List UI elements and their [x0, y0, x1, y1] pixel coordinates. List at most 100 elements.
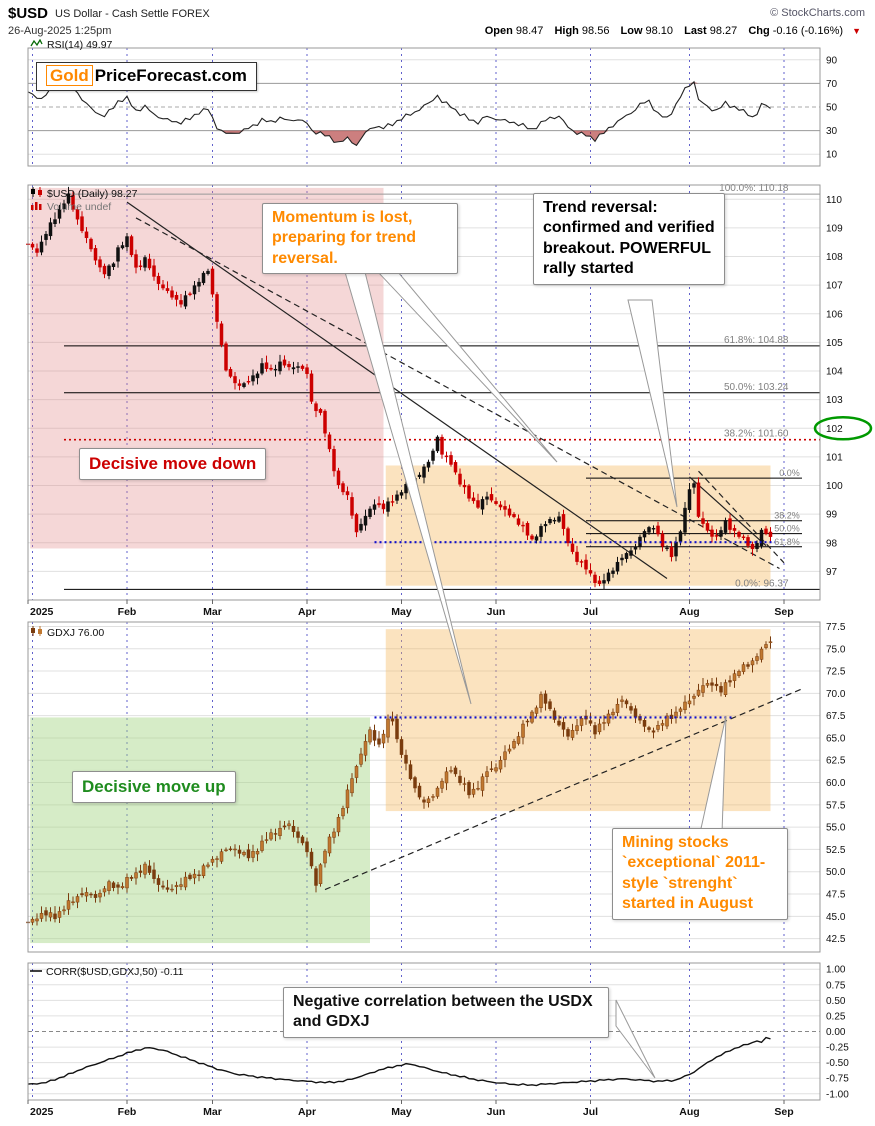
svg-text:Feb: Feb [118, 1106, 137, 1118]
open-label: Open [484, 25, 513, 37]
svg-text:0.50: 0.50 [826, 996, 846, 1007]
svg-text:Jun: Jun [487, 606, 506, 618]
svg-text:67.5: 67.5 [826, 711, 846, 722]
low-label: Low [620, 25, 643, 37]
svg-text:38.2%: 101.60: 38.2%: 101.60 [724, 429, 789, 440]
svg-text:Jul: Jul [583, 1106, 598, 1118]
candlestick-icon [30, 187, 43, 200]
svg-text:2025: 2025 [30, 1106, 54, 1118]
callout-pointers [344, 271, 873, 1079]
mining-stocks-callout: Mining stocks `exceptional` 2011-style `… [612, 828, 788, 920]
svg-text:97: 97 [826, 567, 838, 578]
svg-text:99: 99 [826, 510, 838, 521]
svg-text:42.5: 42.5 [826, 934, 846, 945]
trend-reversal-callout: Trend reversal: confirmed and verified b… [533, 193, 725, 285]
svg-text:105: 105 [826, 338, 843, 349]
copyright-text: © StockCharts.com [770, 7, 865, 19]
svg-text:55.0: 55.0 [826, 823, 846, 834]
ticker-symbol: $USD [8, 5, 49, 22]
svg-text:107: 107 [826, 281, 843, 292]
rsi-indicator-icon [30, 38, 43, 51]
svg-text:-0.25: -0.25 [826, 1043, 849, 1054]
gdxj-legend: GDXJ 76.00 [30, 626, 104, 639]
svg-text:Mar: Mar [203, 606, 222, 618]
volume-bars-icon [30, 201, 43, 213]
svg-text:101: 101 [826, 452, 843, 463]
svg-text:102: 102 [826, 424, 843, 435]
svg-text:-0.50: -0.50 [826, 1058, 849, 1069]
svg-text:57.5: 57.5 [826, 800, 846, 811]
gdxj-legend-text: GDXJ 76.00 [47, 626, 105, 639]
chg-label: Chg [748, 25, 770, 37]
svg-text:61.8%: 104.88: 61.8%: 104.88 [724, 335, 789, 346]
decisive-move-up-label: Decisive move up [72, 771, 236, 803]
svg-text:75.0: 75.0 [826, 644, 846, 655]
quote-line: Open 98.47 High 98.56 Low 98.10 Last 98.27 C… [485, 25, 861, 37]
svg-text:77.5: 77.5 [826, 622, 846, 633]
line-indicator-icon [30, 966, 42, 978]
last-value: 98.27 [709, 25, 738, 37]
svg-text:110: 110 [826, 195, 842, 206]
svg-text:0.0%: 0.0% [779, 468, 800, 478]
svg-text:70.0: 70.0 [826, 689, 846, 700]
negative-correlation-callout: Negative correlation between the USDX an… [283, 987, 609, 1038]
open-value: 98.47 [515, 25, 544, 37]
svg-text:0.75: 0.75 [826, 980, 846, 991]
svg-text:52.5: 52.5 [826, 845, 846, 856]
last-label: Last [684, 25, 707, 37]
svg-text:10: 10 [826, 150, 838, 161]
goldpriceforecast-watermark: Gold PriceForecast.com [36, 62, 257, 91]
dotted-support-lines [374, 541, 775, 719]
svg-text:Mar: Mar [203, 1106, 222, 1118]
usd-legend: $USD (Daily) 98.27 [30, 187, 137, 200]
quote-datetime: 26-Aug-2025 1:25pm [8, 25, 112, 37]
ticker-description: US Dollar - Cash Settle FOREX [55, 8, 210, 20]
watermark-priceforecast-text: PriceForecast.com [94, 66, 247, 85]
gdxj-candlestick-icon [30, 626, 43, 639]
svg-text:100: 100 [826, 481, 843, 492]
svg-text:65.0: 65.0 [826, 733, 846, 744]
rsi-legend-text: RSI(14) 49.97 [47, 39, 113, 51]
svg-text:62.5: 62.5 [826, 756, 846, 767]
chg-value: -0.16 (-0.16%) [772, 25, 844, 37]
gridlines [28, 48, 820, 1100]
svg-text:May: May [391, 1106, 412, 1118]
svg-text:50.0: 50.0 [826, 867, 846, 878]
svg-text:38.2%: 38.2% [774, 511, 800, 521]
svg-text:0.0%: 96.37: 0.0%: 96.37 [735, 578, 789, 589]
svg-text:72.5: 72.5 [826, 667, 846, 678]
trendlines [126, 201, 803, 891]
axis-labels: 90 70 50 30 10 110 109 108 107 106 105 104 103 102 101… [27, 55, 849, 1118]
svg-text:70: 70 [826, 79, 838, 90]
change-down-arrow-icon: ▼ [852, 26, 861, 36]
svg-text:90: 90 [826, 55, 838, 66]
usd-legend-text: $USD (Daily) 98.27 [47, 187, 138, 200]
svg-text:109: 109 [826, 223, 843, 234]
svg-text:1.00: 1.00 [826, 965, 846, 976]
svg-text:45.0: 45.0 [826, 912, 846, 923]
svg-text:104: 104 [826, 367, 843, 378]
corr-legend-text: CORR($USD,GDXJ,50) -0.11 [46, 966, 184, 978]
svg-text:Feb: Feb [118, 606, 137, 618]
svg-text:Jun: Jun [487, 1106, 506, 1118]
watermark-gold-text: Gold [46, 65, 93, 86]
low-value: 98.10 [645, 25, 674, 37]
svg-text:50.0%: 50.0% [774, 524, 800, 534]
svg-text:Jul: Jul [583, 606, 598, 618]
corr-legend: CORR($USD,GDXJ,50) -0.11 [30, 966, 184, 978]
svg-text:103: 103 [826, 395, 843, 406]
price-series [26, 77, 773, 1087]
svg-text:Apr: Apr [298, 1106, 316, 1118]
symbol-title: $USD US Dollar - Cash Settle FOREX [8, 5, 210, 22]
volume-legend-text: Volume undef [47, 201, 112, 213]
svg-text:Aug: Aug [679, 606, 699, 618]
rsi-legend: RSI(14) 49.97 [30, 38, 113, 51]
svg-text:Sep: Sep [774, 606, 793, 618]
svg-text:47.5: 47.5 [826, 890, 846, 901]
svg-text:Sep: Sep [774, 1106, 793, 1118]
svg-text:0.25: 0.25 [826, 1011, 846, 1022]
momentum-lost-callout: Momentum is lost, preparing for trend re… [262, 203, 458, 275]
svg-text:Apr: Apr [298, 606, 316, 618]
